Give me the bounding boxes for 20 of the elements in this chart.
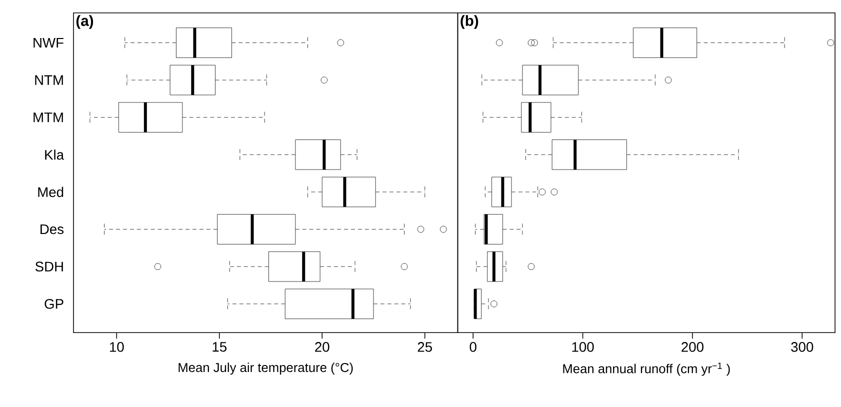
x-tick-label: 10 [110,342,124,352]
x-tick-label: 20 [315,342,330,352]
x-axis-title: Mean annual runoff (cm yr$^{−1}$ ) [563,362,730,376]
y-tick-label: Kla [45,150,64,160]
y-tick-label: Med [38,186,64,198]
x-tick-label: 15 [212,342,226,352]
x-axis-title: Mean July air temperature (°C) [178,362,353,375]
x-tick-label: 25 [418,342,432,352]
y-tick-label: Des [40,224,64,234]
annotation: (b) [460,15,478,29]
annotation: (a) [76,15,94,29]
y-tick-label: NTM [35,75,63,85]
x-tick-label: 200 [682,342,704,352]
y-tick-label: MTM [34,112,63,122]
x-tick-label: 0 [470,342,476,352]
x-tick-label: 300 [791,342,814,352]
y-tick-label: GP [44,298,64,309]
x-tick-label: 100 [572,342,594,352]
y-tick-label: SDH [35,262,63,272]
y-tick-label: NWF [34,38,64,48]
